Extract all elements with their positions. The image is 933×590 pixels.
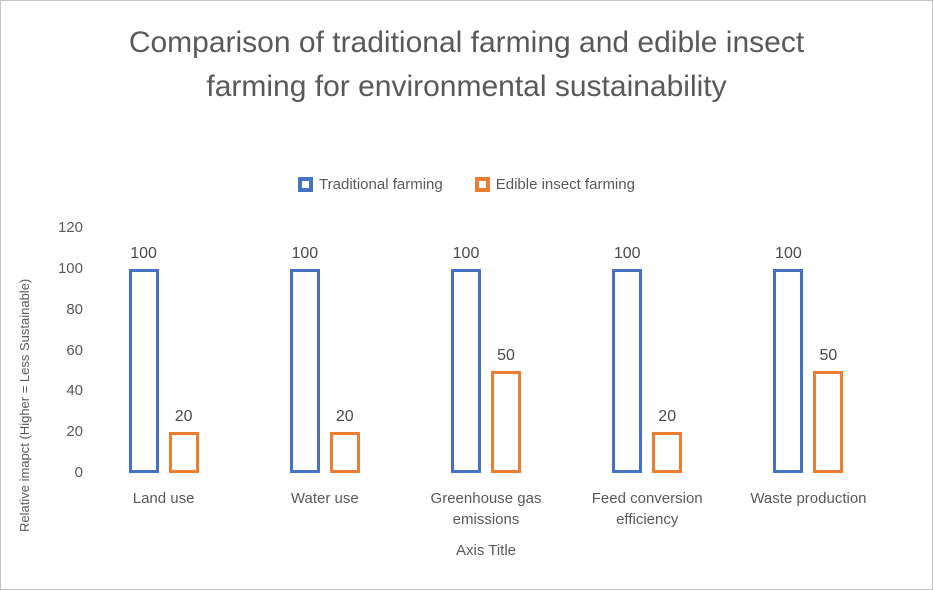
bar: 100 bbox=[451, 245, 481, 473]
category-axis: Land use Water use Greenhouse gas emission… bbox=[83, 488, 889, 530]
x-axis-title: Axis Title bbox=[455, 542, 516, 559]
data-label: 100 bbox=[291, 245, 319, 262]
data-label: 100 bbox=[613, 245, 641, 262]
y-tick-label: 60 bbox=[66, 341, 83, 359]
legend-item: Traditional farming bbox=[298, 176, 443, 193]
bar-group: 100 20 bbox=[244, 228, 405, 473]
data-label: 50 bbox=[819, 347, 838, 364]
legend-swatch-icon bbox=[474, 177, 490, 192]
category-label: Water use bbox=[290, 490, 359, 507]
bar-group: 100 20 bbox=[83, 228, 244, 473]
data-label: 20 bbox=[658, 408, 677, 425]
legend-item: Edible insect farming bbox=[474, 176, 635, 193]
bar-group: 100 50 bbox=[405, 228, 566, 473]
category-label: Greenhouse gas emissions bbox=[430, 490, 542, 528]
bar: 20 bbox=[168, 408, 199, 473]
category-label: Feed conversion efficiency bbox=[591, 490, 703, 528]
data-label: 100 bbox=[452, 245, 480, 262]
bar: 20 bbox=[329, 408, 360, 473]
bar-group: 100 20 bbox=[567, 228, 728, 473]
y-tick-label: 20 bbox=[66, 423, 83, 441]
category-label: Land use bbox=[132, 490, 195, 507]
bar: 100 bbox=[128, 245, 159, 473]
y-tick-label: 100 bbox=[57, 259, 83, 277]
bar: 100 bbox=[289, 245, 320, 473]
plot-area: 100 20 100 20 100 50 100 20 100 50 bbox=[83, 228, 889, 473]
bar: 50 bbox=[813, 347, 844, 473]
bar: 100 bbox=[612, 245, 643, 473]
bar: 20 bbox=[652, 408, 683, 473]
data-label: 100 bbox=[130, 245, 157, 262]
y-tick-label: 120 bbox=[57, 219, 83, 236]
y-tick-label: 80 bbox=[66, 300, 83, 318]
legend-swatch-icon bbox=[298, 177, 314, 192]
data-label: 50 bbox=[497, 347, 515, 364]
bar-group: 100 50 bbox=[728, 228, 889, 473]
legend: Traditional farming Edible insect farming bbox=[1, 176, 932, 193]
bar: 100 bbox=[773, 245, 804, 473]
y-axis-title: Relative imapct (Higher = Less Sustainab… bbox=[17, 278, 32, 532]
legend-label: Edible insect farming bbox=[495, 176, 635, 193]
data-label: 20 bbox=[335, 408, 354, 425]
bar: 50 bbox=[491, 347, 521, 473]
category-label: Waste production bbox=[750, 490, 867, 507]
chart-title: Comparison of traditional farming and ed… bbox=[128, 26, 805, 103]
legend-label: Traditional farming bbox=[319, 176, 443, 193]
data-label: 20 bbox=[174, 408, 193, 425]
y-tick-label: 40 bbox=[66, 382, 83, 400]
data-label: 100 bbox=[775, 245, 802, 262]
y-tick-label: 0 bbox=[74, 464, 83, 481]
